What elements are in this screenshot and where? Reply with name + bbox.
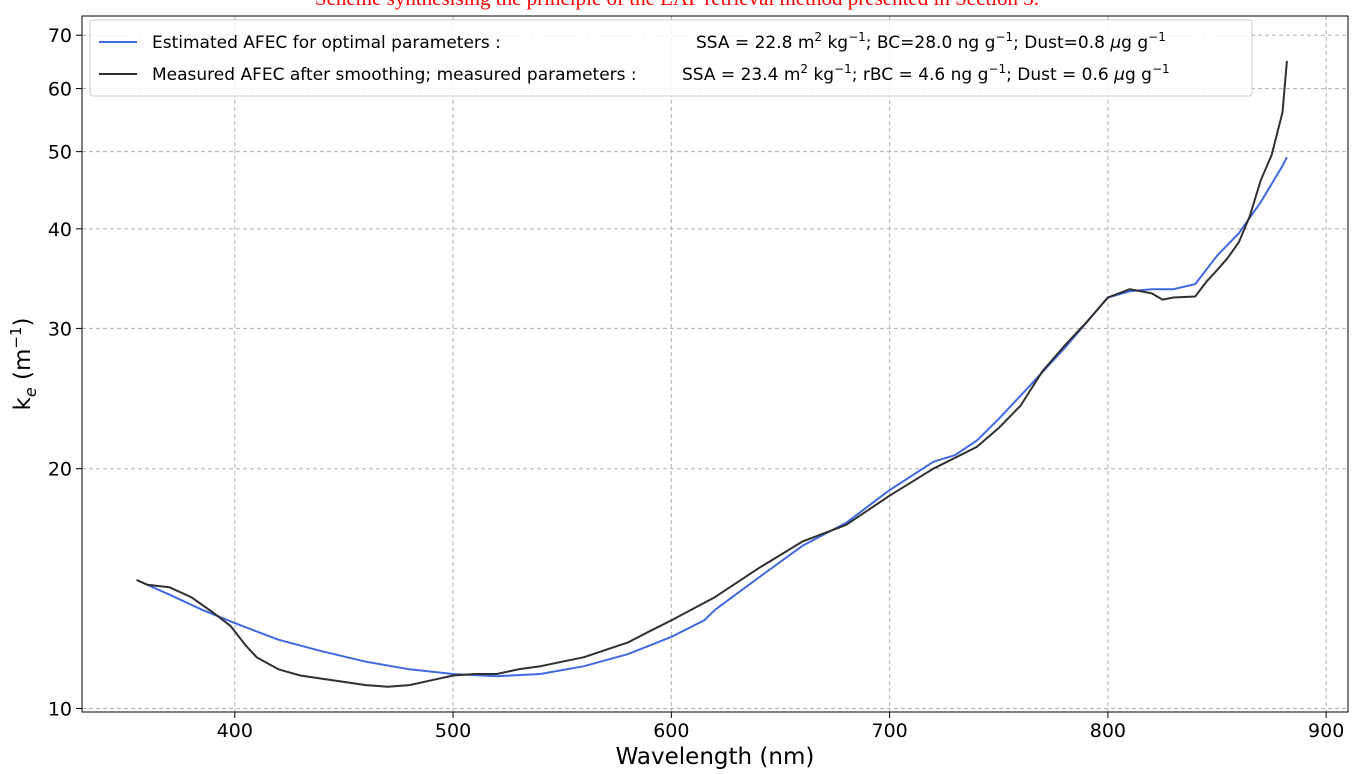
legend-label-estimated: Estimated AFEC for optimal parameters : [152, 33, 501, 53]
y-tick-label: 30 [48, 318, 72, 340]
x-tick-label: 600 [653, 720, 689, 742]
series-measured-line [136, 60, 1288, 688]
y-tick-label: 60 [48, 79, 72, 101]
plot-frame [81, 15, 1349, 713]
series-estimated-line [136, 156, 1288, 678]
legend: Estimated AFEC for optimal parameters : … [89, 19, 1253, 97]
figure-caption: Scheme synthesising the principle of the… [0, 0, 1354, 11]
y-tick-label: 50 [48, 142, 72, 164]
y-axis-label: ke (m−1) [7, 318, 40, 411]
x-axis-label: Wavelength (nm) [616, 744, 815, 769]
y-tick-label: 70 [48, 25, 72, 47]
axis-ticks: 400 500 600 700 800 900 10 20 30 40 50 60 70 [48, 25, 1344, 742]
series-lines [136, 60, 1288, 688]
y-tick-label: 40 [48, 219, 72, 241]
grid-lines [82, 16, 1348, 712]
x-tick-label: 400 [217, 720, 253, 742]
legend-params-estimated: SSA = 22.8 m2 kg−1; BC=28.0 ng g−1; Dust… [696, 30, 1166, 53]
legend-box [89, 19, 1253, 97]
legend-label-measured: Measured AFEC after smoothing; measured … [152, 65, 637, 85]
x-tick-label: 800 [1090, 720, 1126, 742]
x-tick-label: 700 [871, 720, 907, 742]
x-tick-label: 500 [435, 720, 471, 742]
y-tick-label: 10 [48, 699, 72, 721]
legend-params-measured: SSA = 23.4 m2 kg−1; rBC = 4.6 ng g−1; Du… [682, 62, 1170, 85]
x-tick-label: 900 [1308, 720, 1344, 742]
y-tick-label: 20 [48, 459, 72, 481]
